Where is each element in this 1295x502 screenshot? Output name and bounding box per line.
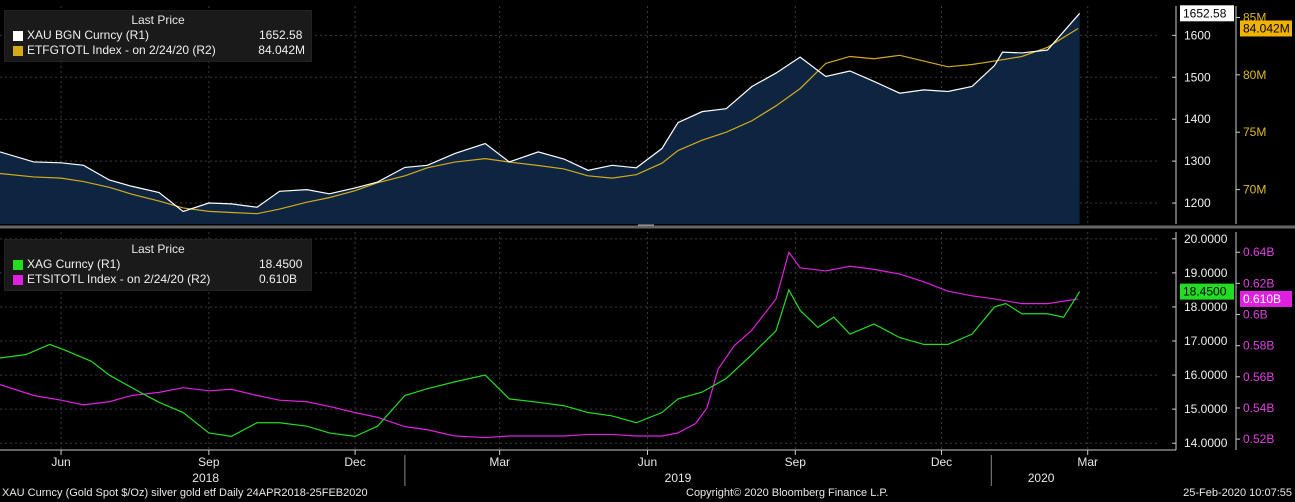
last-price-label-r2 xyxy=(1240,20,1292,37)
x-tick-label-year: 2019 xyxy=(665,471,692,485)
tick-label-r2: 0.52B xyxy=(1243,432,1274,446)
legend-value: 18.4500 xyxy=(259,257,303,271)
x-tick-label-month: Mar xyxy=(1077,455,1098,469)
last-price-label-r2 xyxy=(1240,290,1292,307)
tick-label-r1: 18.0000 xyxy=(1184,300,1228,314)
legend-swatch-xau xyxy=(13,30,23,41)
last-price-label-r1 xyxy=(1180,283,1234,300)
legend-swatch-etsitotl xyxy=(13,274,23,285)
legend-swatch-xag xyxy=(13,259,23,270)
series-line-xau xyxy=(0,12,1081,213)
x-tick-label-year: 2020 xyxy=(1028,471,1055,485)
tick-label-r2: 80M xyxy=(1243,68,1266,82)
tick-label-r1: 16.0000 xyxy=(1184,368,1228,382)
tick-label-r1: 1400 xyxy=(1184,112,1211,126)
x-tick-label-month: Sep xyxy=(198,455,220,469)
tick-label-r2: 0.54B xyxy=(1243,401,1274,415)
legend-bottom: Last Price XAG Curncy (R1) 18.4500 ETSIT… xyxy=(4,239,312,291)
series-line-xag xyxy=(0,288,1081,437)
last-price-text-r1: 1652.58 xyxy=(1183,6,1227,20)
x-tick-label-month: Jun xyxy=(51,455,70,469)
legend-swatch-etfgtotl xyxy=(13,45,23,56)
tick-label-r1: 1300 xyxy=(1184,154,1211,168)
tick-label-r1: 14.0000 xyxy=(1184,436,1228,450)
tick-label-r2: 0.56B xyxy=(1243,370,1274,384)
legend-header: Last Price xyxy=(131,242,185,256)
legend-value: 0.610B xyxy=(259,272,298,286)
series-line-etfgtotl xyxy=(0,27,1079,215)
x-tick-label-month: Mar xyxy=(489,455,510,469)
tick-label-r1: 1200 xyxy=(1184,196,1211,210)
legend-top: Last Price XAU BGN Curncy (R1) 1652.58 E… xyxy=(4,10,312,62)
footer-security-description: XAU Curncy (Gold Spot $/Oz) silver gold … xyxy=(2,487,368,499)
legend-value: 1652.58 xyxy=(259,28,303,42)
series-area-xau xyxy=(0,13,1080,224)
x-tick-label-month: Sep xyxy=(785,455,807,469)
footer-copyright: Copyright© 2020 Bloomberg Finance L.P. xyxy=(686,487,889,499)
tick-label-r1: 17.0000 xyxy=(1184,334,1228,348)
x-tick-label-month: Jun xyxy=(638,455,657,469)
footer-bar: XAU Curncy (Gold Spot $/Oz) silver gold … xyxy=(0,486,1295,502)
legend-name: ETFGTOTL Index - on 2/24/20 (R2) xyxy=(26,43,216,57)
tick-label-r1: 19.0000 xyxy=(1184,266,1228,280)
legend-name: XAG Curncy (R1) xyxy=(27,257,121,271)
legend-row-etfgtotl: ETFGTOTL Index - on 2/24/20 (R2) 84.042M xyxy=(5,43,311,58)
last-price-label-r1 xyxy=(1180,5,1234,22)
legend-value: 84.042M xyxy=(258,43,305,57)
x-tick-label-year: 2018 xyxy=(192,471,219,485)
tick-label-r2: 0.6B xyxy=(1243,308,1268,322)
tick-label-r1: 15.0000 xyxy=(1184,402,1228,416)
legend-row-xau: XAU BGN Curncy (R1) 1652.58 xyxy=(5,28,311,43)
last-price-text-r2: 0.610B xyxy=(1243,292,1281,306)
x-tick-label-month: Dec xyxy=(344,455,365,469)
x-tick-label-month: Dec xyxy=(931,455,952,469)
tick-label-r2: 0.64B xyxy=(1243,245,1274,259)
series-line-etsitotl xyxy=(0,250,1079,439)
legend-name: ETSITOTL Index - on 2/24/20 (R2) xyxy=(27,272,211,286)
tick-label-r2: 0.58B xyxy=(1243,339,1274,353)
last-price-text-r2: 84.042M xyxy=(1243,21,1290,35)
legend-row-etsitotl: ETSITOTL Index - on 2/24/20 (R2) 0.610B xyxy=(5,272,311,287)
tick-label-r2: 70M xyxy=(1243,183,1266,197)
legend-name: XAU BGN Curncy (R1) xyxy=(27,28,150,42)
tick-label-r1: 1500 xyxy=(1184,70,1211,84)
tick-label-r2: 0.62B xyxy=(1243,276,1274,290)
legend-header: Last Price xyxy=(131,13,185,27)
last-price-text-r1: 18.4500 xyxy=(1183,285,1227,299)
tick-label-r2: 75M xyxy=(1243,125,1266,139)
footer-timestamp: 25-Feb-2020 10:07:55 xyxy=(1183,487,1292,499)
legend-row-xag: XAG Curncy (R1) 18.4500 xyxy=(5,257,311,272)
tick-label-r1: 1600 xyxy=(1184,28,1211,42)
tick-label-r1: 20.0000 xyxy=(1184,232,1228,246)
